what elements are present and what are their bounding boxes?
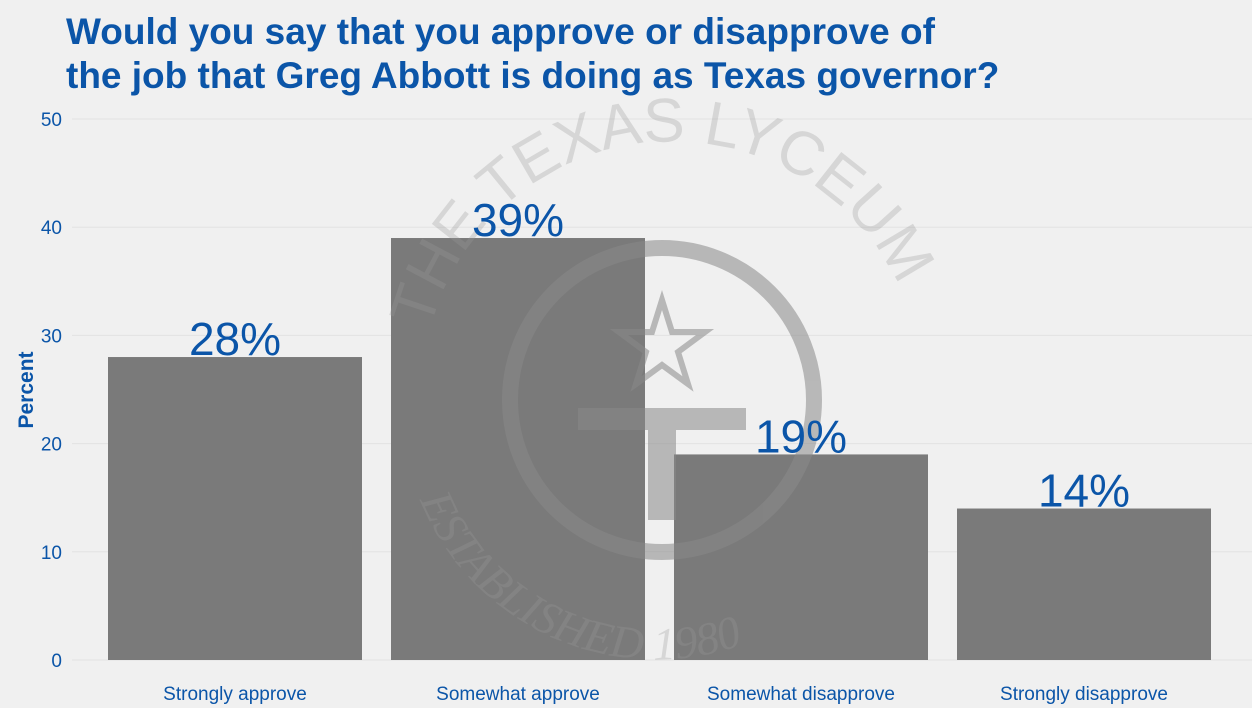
chart-title: Would you say that you approve or disapp… [66,10,999,98]
data-labels: 28% 39% 19% 14% [189,194,1130,517]
data-label: 19% [755,410,847,462]
y-axis-ticks: 0 10 20 30 40 50 [41,110,62,672]
y-tick-label: 20 [41,435,62,456]
t-letter-icon [578,408,746,520]
x-axis-ticks: Strongly approve Somewhat approve Somewhat… [163,684,1168,705]
y-tick-label: 50 [41,110,62,131]
y-tick-label: 10 [41,543,62,564]
x-tick-label: Strongly approve [163,684,307,705]
star-icon [609,289,715,392]
y-tick-label: 30 [41,326,62,347]
data-label: 39% [472,194,564,246]
x-tick-label: Somewhat disapprove [707,684,895,705]
chart-title-line-2: the job that Greg Abbott is doing as Tex… [66,55,1000,96]
chart-title-line-1: Would you say that you approve or disapp… [66,11,935,52]
data-label: 14% [1038,465,1130,517]
y-tick-label: 40 [41,218,62,239]
x-tick-label: Somewhat approve [436,684,600,705]
data-label: 28% [189,313,281,365]
seal-ring-icon [502,240,822,560]
y-axis-label: Percent [15,351,38,428]
bar [108,357,362,660]
bar [674,454,928,660]
y-tick-label: 0 [51,651,62,672]
x-tick-label: Strongly disapprove [1000,684,1168,705]
bar [957,508,1211,660]
